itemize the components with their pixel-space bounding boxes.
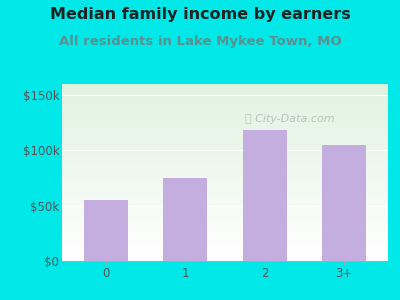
Bar [163,178,207,261]
Bar [322,145,366,261]
Text: Median family income by earners: Median family income by earners [50,8,350,22]
Text: All residents in Lake Mykee Town, MO: All residents in Lake Mykee Town, MO [59,34,341,47]
Text: ⌕ City-Data.com: ⌕ City-Data.com [245,114,335,124]
Bar [243,130,287,261]
Bar [84,200,128,261]
